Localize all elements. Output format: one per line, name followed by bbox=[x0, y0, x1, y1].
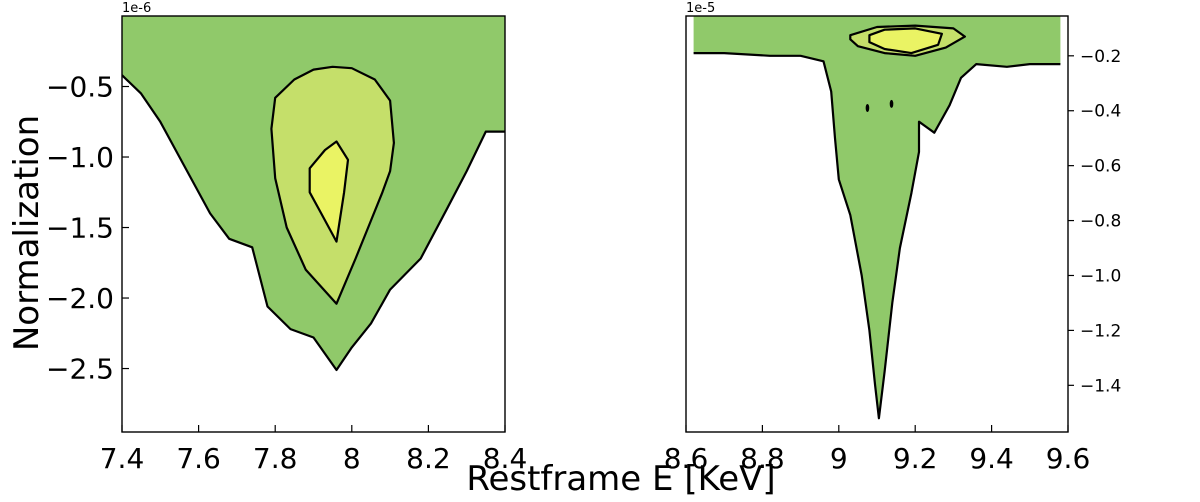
x-tick-label: 7.8 bbox=[253, 442, 298, 475]
x-axis-label: Restframe E [KeV] bbox=[466, 459, 775, 499]
y-axis-label: Normalization bbox=[7, 115, 47, 351]
y-tick-label: −1.2 bbox=[1080, 321, 1121, 341]
axes-frame bbox=[121, 15, 506, 433]
x-tick-label: 8.2 bbox=[406, 442, 451, 475]
x-tick-label: 8.4 bbox=[483, 442, 528, 475]
contour-island bbox=[889, 99, 894, 108]
x-tick-label: 9.4 bbox=[969, 442, 1014, 475]
y-tick-label: −2.5 bbox=[46, 353, 114, 386]
y-tick-label: −1.5 bbox=[46, 212, 114, 245]
y-tick-label: −2.0 bbox=[46, 282, 114, 315]
x-tick-label: 9.6 bbox=[1046, 442, 1091, 475]
inner-contour bbox=[868, 27, 943, 55]
x-tick-label: 8.6 bbox=[664, 442, 709, 475]
y-tick-label: −1.4 bbox=[1080, 376, 1121, 396]
x-tick-label: 7.6 bbox=[176, 442, 221, 475]
y-tick-label: −1.0 bbox=[1080, 266, 1121, 286]
offset-text: 1e-5 bbox=[686, 1, 715, 16]
offset-text: 1e-6 bbox=[122, 1, 151, 16]
plot-area bbox=[693, 16, 1061, 420]
outer-contour-fill bbox=[693, 16, 1061, 419]
y-tick-label: −1.0 bbox=[46, 141, 114, 174]
y-tick-label: −0.8 bbox=[1080, 212, 1121, 232]
x-tick-label: 9.2 bbox=[893, 442, 938, 475]
outer-contour-line bbox=[693, 52, 1061, 420]
x-tick-label: 9 bbox=[830, 442, 848, 475]
inner-contour bbox=[308, 140, 350, 243]
x-tick-label: 8 bbox=[343, 442, 361, 475]
outer-contour-line bbox=[122, 74, 505, 372]
contour-island bbox=[865, 103, 870, 112]
plot-area bbox=[122, 16, 505, 372]
y-tick-label: −0.6 bbox=[1080, 157, 1121, 177]
x-tick-label: 7.4 bbox=[100, 442, 145, 475]
right-panel: 8.6 8.8 9 9.2 9.4 9.6 −0.2 −0.4 −0.6 −0.8 −1.0 −1.2… bbox=[664, 1, 1122, 475]
left-panel: 7.4 7.6 7.8 8 8.2 8.4 −0.5 −1.0 −1.5 −2.0 −2.5 1e-6 bbox=[46, 1, 527, 475]
y-tick-label: −0.5 bbox=[46, 71, 114, 104]
axes-frame bbox=[685, 15, 1069, 433]
x-tick-label: 8.8 bbox=[740, 442, 785, 475]
y-tick-label: −0.4 bbox=[1080, 102, 1121, 122]
y-tick-label: −0.2 bbox=[1080, 47, 1121, 67]
